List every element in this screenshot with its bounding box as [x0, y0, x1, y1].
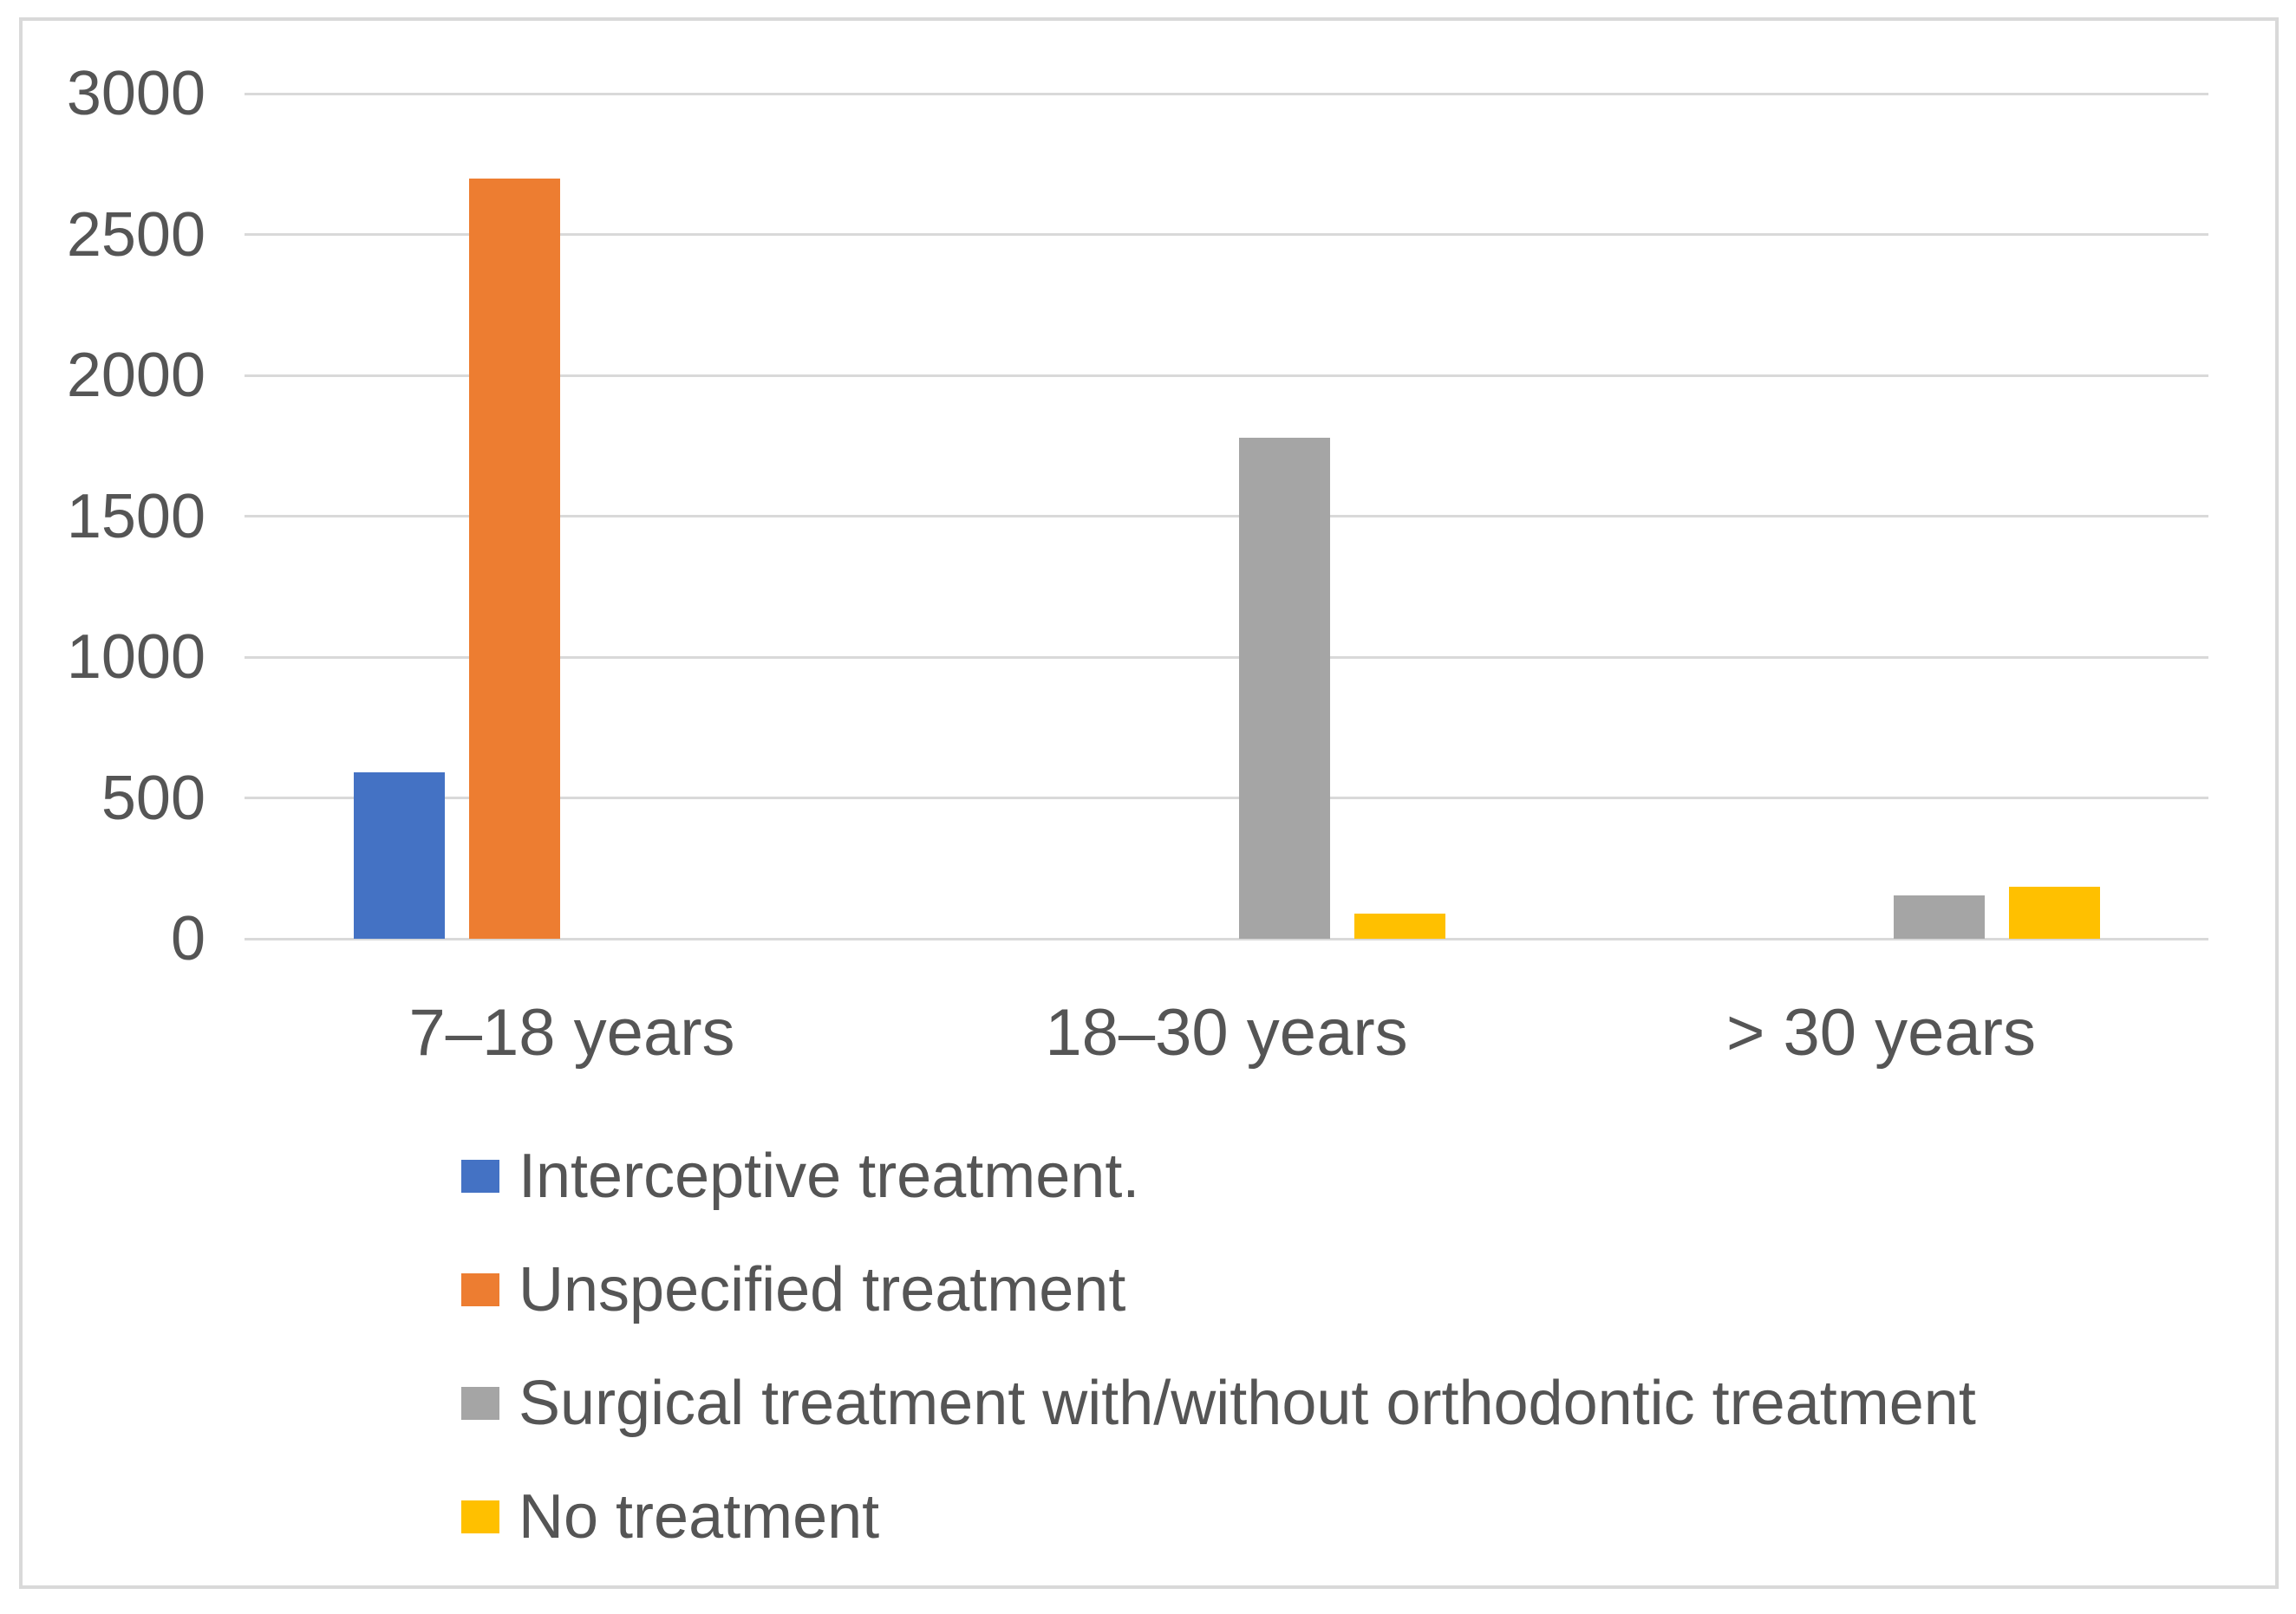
legend-row: Unspecified treatment	[461, 1253, 1976, 1327]
y-axis-tick-label: 2500	[66, 199, 205, 270]
bar-unspecified-treatment-cat0	[468, 178, 560, 939]
legend-swatch-icon	[461, 1273, 499, 1306]
y-axis-tick-label: 0	[170, 904, 205, 973]
gridline-1500	[245, 515, 2208, 517]
gridline-500	[245, 797, 2208, 799]
bar-no-treatment-cat1	[1353, 913, 1445, 939]
legend-label: Unspecified treatment	[519, 1255, 1126, 1324]
legend-row: Interceptive treatment.	[461, 1139, 1976, 1214]
x-axis-category-label: 7–18 years	[408, 996, 735, 1070]
y-axis-tick-label: 1000	[66, 622, 205, 692]
x-axis-category-label: 18–30 years	[1045, 996, 1408, 1070]
y-axis-tick-label: 500	[101, 763, 205, 833]
y-axis-tick-label: 3000	[66, 59, 205, 128]
bar-interceptive-treatment-cat0	[353, 772, 445, 939]
legend-label: Surgical treatment with/without orthodon…	[519, 1369, 1976, 1438]
chart-frame: 3000 2500 2000 1500 1000 500 0 7–18 years 18–30…	[19, 17, 2279, 1589]
legend-row: Surgical treatment with/without orthodon…	[461, 1366, 1976, 1441]
gridline-1000	[245, 655, 2208, 659]
legend-swatch-icon	[461, 1500, 499, 1533]
gridline-3000	[245, 92, 2208, 95]
legend-swatch-icon	[461, 1387, 499, 1420]
y-axis-tick-label: 1500	[66, 481, 205, 551]
gridline-2000	[245, 374, 2208, 377]
legend: Interceptive treatment. Unspecified treat…	[461, 1139, 1976, 1593]
legend-row: No treatment	[461, 1480, 1976, 1554]
gridline-0	[245, 937, 2208, 940]
bar-no-treatment-cat2	[2008, 886, 2100, 939]
legend-swatch-icon	[461, 1160, 499, 1193]
gridline-2500	[245, 233, 2208, 236]
bar-surgical-treatment-with-without-orthodontic-treatment-cat2	[1893, 895, 1985, 939]
legend-label: Interceptive treatment.	[519, 1142, 1140, 1211]
legend-label: No treatment	[519, 1482, 880, 1552]
bar-surgical-treatment-with-without-orthodontic-treatment-cat1	[1238, 437, 1330, 939]
x-axis-category-label: > 30 years	[1726, 996, 2036, 1070]
y-axis-tick-label: 2000	[66, 341, 205, 410]
